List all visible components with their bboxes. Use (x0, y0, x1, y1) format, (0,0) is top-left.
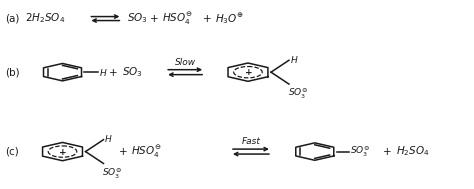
Text: $H_2SO_4$: $H_2SO_4$ (395, 145, 429, 159)
Text: (a): (a) (5, 14, 19, 24)
Text: $H_3O^{\oplus}$: $H_3O^{\oplus}$ (215, 11, 244, 26)
Text: $\mathbf{+}$: $\mathbf{+}$ (244, 67, 252, 77)
Text: Slow: Slow (174, 58, 196, 67)
Text: $SO_3$: $SO_3$ (128, 12, 148, 26)
Text: $H$: $H$ (104, 133, 113, 144)
Text: $\mathbf{+}$: $\mathbf{+}$ (58, 147, 67, 156)
Text: $+$: $+$ (382, 146, 392, 157)
Text: $SO_3^{\ominus}$: $SO_3^{\ominus}$ (288, 87, 308, 101)
Text: $SO_3$: $SO_3$ (122, 65, 143, 79)
Text: $HSO_4^{\ominus}$: $HSO_4^{\ominus}$ (162, 11, 193, 27)
Text: $2H_2SO_4$: $2H_2SO_4$ (25, 12, 65, 26)
Text: $H$: $H$ (290, 54, 299, 65)
Text: $HSO_4^{\ominus}$: $HSO_4^{\ominus}$ (131, 143, 162, 160)
Text: $H$: $H$ (100, 67, 108, 78)
Text: (b): (b) (5, 67, 19, 77)
Text: $+$: $+$ (108, 67, 117, 78)
Text: $+$: $+$ (202, 13, 212, 24)
Text: (c): (c) (5, 147, 18, 156)
Text: Fast: Fast (242, 137, 260, 146)
Text: $SO_3^{\ominus}$: $SO_3^{\ominus}$ (350, 144, 370, 159)
Text: $+$: $+$ (149, 13, 159, 24)
Text: $SO_3^{\ominus}$: $SO_3^{\ominus}$ (102, 167, 123, 181)
Text: $+$: $+$ (118, 146, 127, 157)
